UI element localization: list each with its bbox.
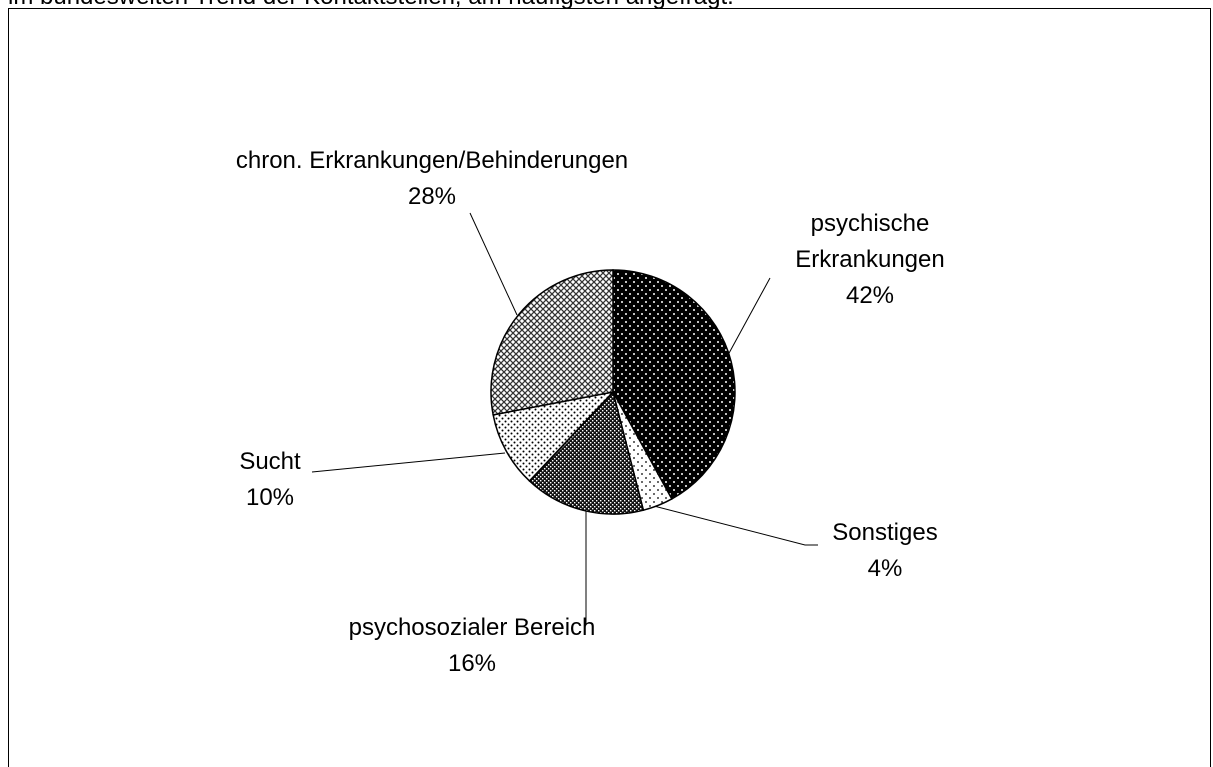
slice-label: Sonstiges 4% [785,515,985,587]
pie-slice [490,269,614,416]
leader-line [469,212,518,316]
category-label: psychische Erkrankungen [795,210,945,273]
pie-slice [492,390,616,482]
value-label: 42% [845,282,895,309]
frame [8,8,1211,767]
leader-lines [311,212,818,625]
leader-line [311,452,506,473]
pie-slice [528,390,645,515]
leader-line [727,277,771,356]
slice-label: psychosozialer Bereich 16% [272,610,672,682]
leader-line [649,504,818,546]
category-label: chron. Erkrankungen/Behinderungen [235,147,629,174]
value-label: 16% [447,650,497,677]
category-label: psychosozialer Bereich [348,614,596,641]
category-label: Sucht [239,448,301,475]
category-label: Sonstiges [832,519,938,546]
pie-slice [612,269,736,500]
slice-label: Sucht 10% [200,444,340,516]
value-label: 10% [245,484,295,511]
value-label: 28% [407,183,457,210]
caption: im bundesweiten Trend der Kontaktstellen… [8,0,734,10]
value-label: 4% [867,555,903,582]
slice-label: chron. Erkrankungen/Behinderungen 28% [212,143,652,215]
slice-label: psychische Erkrankungen 42% [765,206,975,314]
